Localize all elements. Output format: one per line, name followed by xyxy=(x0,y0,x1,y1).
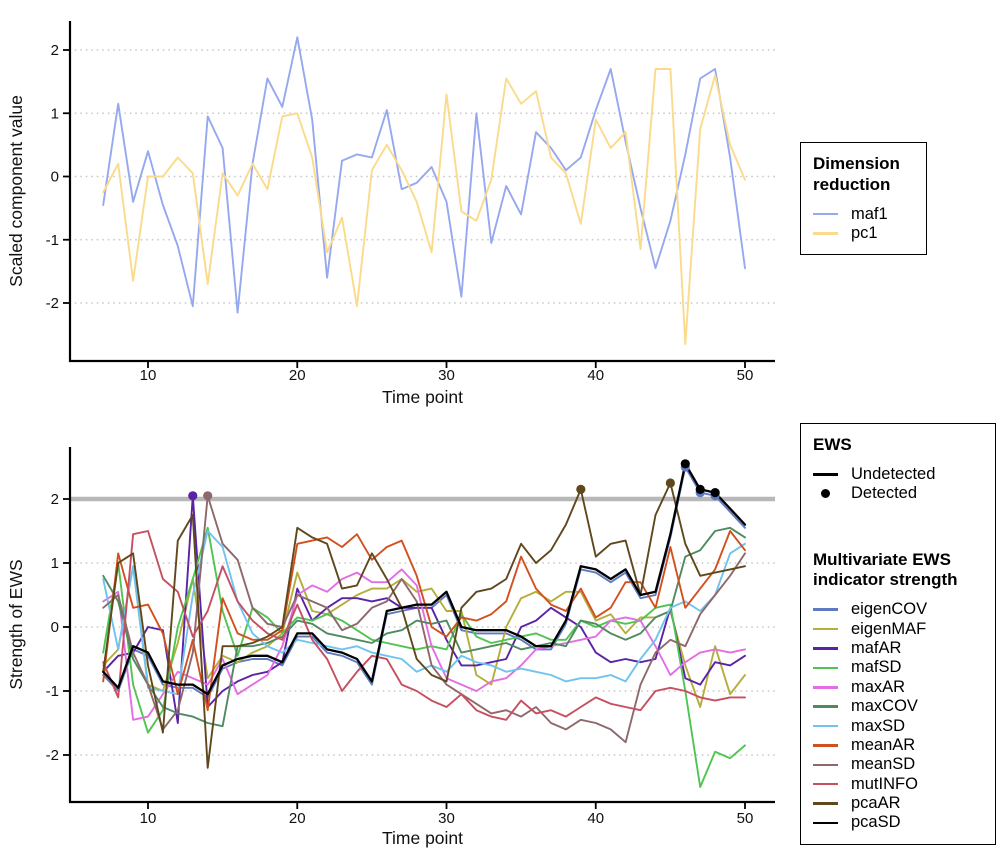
eigenCOV-label: eigenCOV xyxy=(851,600,928,619)
undetected-line-swatch xyxy=(813,473,838,476)
detected-point-pcaSD-47 xyxy=(695,484,705,494)
meanAR-label: meanAR xyxy=(851,735,916,754)
legend-item-pcaSD: pcaSD xyxy=(813,813,983,832)
legend-item-eigenMAF: eigenMAF xyxy=(813,619,983,638)
legend-item-detected: Detected xyxy=(813,484,983,503)
series-line-pcaAR xyxy=(102,482,746,769)
x-tick-label-40: 40 xyxy=(587,367,604,384)
legend-item-meanSD: meanSD xyxy=(813,755,983,774)
series-line-maxSD xyxy=(102,530,746,696)
maf1-label: maf1 xyxy=(851,204,888,223)
legend-item-maf1: maf1 xyxy=(813,204,914,223)
x-tick-label-20: 20 xyxy=(289,367,306,384)
pc1-line-swatch xyxy=(813,232,838,235)
y-tick-label-1: 1 xyxy=(51,555,59,572)
series-line-maf1 xyxy=(102,36,746,314)
x-tick-label-40: 40 xyxy=(587,810,604,827)
y-tick-label-2: 2 xyxy=(51,491,59,508)
mafSD-label: mafSD xyxy=(851,658,902,677)
meanAR-line-swatch xyxy=(813,744,838,747)
mafAR-line-swatch xyxy=(813,647,838,650)
pcaAR-label: pcaAR xyxy=(851,794,901,813)
detected-point-pcaAR-39 xyxy=(576,484,586,494)
maxAR-label: maxAR xyxy=(851,677,906,696)
series-line-pcaSD xyxy=(102,462,747,696)
mutINFO-line-swatch xyxy=(813,782,838,786)
x-axis-title: Time point xyxy=(382,387,463,407)
y-tick-label--2: -2 xyxy=(46,747,59,764)
y-tick-label-1: 1 xyxy=(51,105,59,122)
series-line-mafSD xyxy=(102,526,746,788)
x-tick-label-20: 20 xyxy=(289,810,306,827)
x-tick-label-50: 50 xyxy=(737,810,754,827)
maxAR-line-swatch xyxy=(813,685,838,689)
legend-item-maxSD: maxSD xyxy=(813,716,983,735)
y-tick-label-0: 0 xyxy=(51,619,59,636)
maxCOV-label: maxCOV xyxy=(851,697,918,716)
series-line-maxAR xyxy=(102,568,746,721)
legend-item-maxAR: maxAR xyxy=(813,678,983,697)
series-line-pc1 xyxy=(102,68,746,346)
mutINFO-label: mutINFO xyxy=(851,774,918,793)
eigenCOV-line-swatch xyxy=(813,608,838,611)
mafAR-label: mafAR xyxy=(851,638,902,657)
y-tick-label--2: -2 xyxy=(46,295,59,312)
detected-point-pcaAR-45 xyxy=(665,478,675,488)
pc1-label: pc1 xyxy=(851,224,878,243)
maf1-line-swatch xyxy=(813,212,838,216)
pcaAR-line-swatch xyxy=(813,802,838,805)
ews-strength-chart: 10 20 30 40 50 -2 -1 0 1 2 Time point Strength of E… xyxy=(6,447,776,848)
ews-legend: EWS Undetected Detected Multivariate EWS… xyxy=(800,423,996,845)
pcaSD-line-swatch xyxy=(813,821,838,825)
dimension-reduction-legend-title: Dimension reduction xyxy=(813,154,900,194)
x-tick-label-30: 30 xyxy=(438,367,455,384)
y-tick-label-0: 0 xyxy=(51,169,59,186)
legend-spacer xyxy=(813,504,983,550)
detected-dot-swatch xyxy=(821,489,830,499)
legend-item-pc1: pc1 xyxy=(813,224,914,243)
undetected-label: Undetected xyxy=(851,464,936,483)
legend-item-maxCOV: maxCOV xyxy=(813,697,983,716)
eigenMAF-line-swatch xyxy=(813,627,838,631)
y-tick-label--1: -1 xyxy=(46,232,59,249)
legend-item-mafSD: mafSD xyxy=(813,658,983,677)
maxCOV-line-swatch xyxy=(813,705,838,708)
legend-item-mafAR: mafAR xyxy=(813,639,983,658)
meanSD-line-swatch xyxy=(813,763,838,767)
y-axis-title: Scaled component value xyxy=(6,95,26,287)
maxSD-label: maxSD xyxy=(851,716,906,735)
x-tick-label-10: 10 xyxy=(140,810,157,827)
legend-item-undetected: Undetected xyxy=(813,465,983,484)
legend-item-mutINFO: mutINFO xyxy=(813,775,983,794)
y-tick-label-2: 2 xyxy=(51,42,59,59)
x-axis-title: Time point xyxy=(382,828,463,848)
maxSD-line-swatch xyxy=(813,724,838,728)
ews-legend-title: EWS xyxy=(813,435,852,454)
dimension-reduction-legend: Dimension reduction maf1 pc1 xyxy=(800,142,927,256)
eigenMAF-label: eigenMAF xyxy=(851,619,927,638)
meanSD-label: meanSD xyxy=(851,755,916,774)
multivariate-legend-title: Multivariate EWS indicator strength xyxy=(813,549,958,590)
scaled-component-chart: 10 20 30 40 50 -2 -1 0 1 2 Time point Scaled compon… xyxy=(6,21,776,407)
series-line-maxCOV xyxy=(102,526,746,728)
legend-item-pcaAR: pcaAR xyxy=(813,794,983,813)
pcaSD-label: pcaSD xyxy=(851,813,901,832)
y-tick-label--1: -1 xyxy=(46,683,59,700)
series-line-meanSD xyxy=(102,494,746,744)
x-tick-label-30: 30 xyxy=(438,810,455,827)
x-tick-label-50: 50 xyxy=(737,367,754,384)
detected-point-meanSD-14 xyxy=(203,491,213,501)
mafSD-line-swatch xyxy=(813,666,838,670)
detected-point-mafAR-13 xyxy=(188,491,198,501)
x-tick-label-10: 10 xyxy=(140,367,157,384)
legend-item-eigenCOV: eigenCOV xyxy=(813,600,983,619)
detected-label: Detected xyxy=(851,484,918,503)
detected-point-pcaSD-48 xyxy=(710,488,720,498)
series-line-mutINFO xyxy=(102,530,746,721)
detected-point-pcaSD-46 xyxy=(680,459,690,469)
y-axis-title: Strength of EWS xyxy=(6,559,26,689)
legend-item-meanAR: meanAR xyxy=(813,736,983,755)
